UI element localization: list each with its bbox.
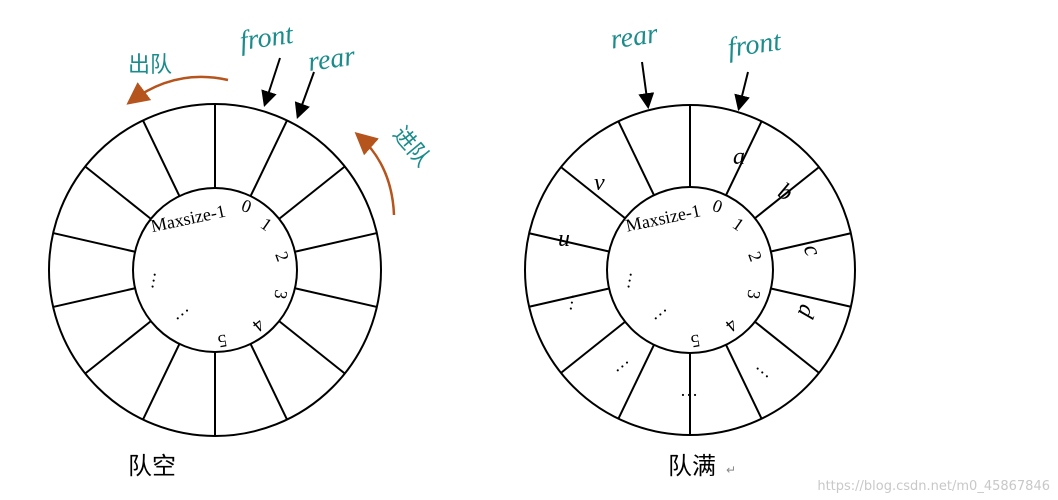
- cell-ellipsis-3: …: [680, 380, 698, 400]
- cell-divider: [528, 232, 610, 253]
- index-maxsize-1: Maxsize-1: [149, 201, 227, 236]
- index-4: 4: [722, 315, 742, 336]
- dequeue-label: 出队: [128, 53, 172, 78]
- enqueue-arrow: [354, 132, 396, 216]
- cell-divider: [84, 320, 152, 375]
- index-5: 5: [216, 330, 228, 351]
- cell-divider: [560, 320, 626, 374]
- cell-v: v: [594, 170, 605, 196]
- index-1: 1: [257, 214, 276, 236]
- cell-divider: [294, 287, 378, 308]
- full-queue-caption: 队满: [668, 452, 716, 480]
- cell-divider: [52, 287, 136, 308]
- index-2: 2: [271, 249, 293, 264]
- cell-divider: [770, 232, 852, 253]
- cell-divider: [52, 232, 136, 253]
- cell-dividers: [528, 105, 852, 435]
- front-pointer-label: front: [726, 26, 784, 64]
- front-pointer-label: front: [238, 19, 296, 57]
- cell-divider: [278, 320, 346, 375]
- cell-divider: [725, 120, 763, 196]
- inner-ellipsis-2: …: [166, 297, 193, 324]
- cell-divider: [617, 120, 655, 196]
- front-pointer-arrow: [261, 57, 281, 108]
- rear-pointer-label: rear: [609, 18, 660, 55]
- index-3: 3: [743, 288, 764, 300]
- index-0: 0: [239, 195, 254, 217]
- index-4: 4: [249, 315, 269, 336]
- caption-return-mark: ↵: [726, 463, 736, 477]
- rear-pointer-label: rear: [306, 41, 357, 78]
- index-3: 3: [270, 288, 291, 300]
- index-0: 0: [710, 195, 725, 217]
- index-2: 2: [744, 249, 766, 264]
- cell-divider: [142, 343, 181, 420]
- cell-d: d: [791, 301, 820, 322]
- index-1: 1: [729, 214, 748, 236]
- cell-ellipsis-2: …: [606, 349, 633, 376]
- cell-divider: [617, 344, 655, 420]
- cell-divider: [560, 166, 626, 220]
- cell-divider: [770, 287, 852, 308]
- cell-a: a: [733, 144, 745, 170]
- cell-divider: [528, 287, 610, 308]
- cell-divider: [278, 165, 346, 220]
- cell-divider: [294, 232, 378, 253]
- cell-divider: [249, 120, 288, 197]
- cell-divider: [142, 120, 181, 197]
- enqueue-label: 进队: [387, 122, 434, 172]
- full-queue-diagram: rear front a b c d u v … … … … … … Maxsi…: [524, 18, 856, 480]
- empty-queue-caption: 队空: [128, 452, 176, 480]
- index-5: 5: [689, 330, 701, 351]
- cell-ellipsis-1: …: [555, 291, 578, 312]
- cell-dividers: [52, 104, 378, 436]
- cell-divider: [249, 343, 288, 420]
- cell-u: u: [558, 226, 570, 252]
- index-maxsize-1: Maxsize-1: [624, 200, 702, 235]
- inner-ellipsis-1: …: [613, 269, 636, 290]
- front-pointer-arrow: [734, 71, 750, 112]
- watermark: https://blog.csdn.net/m0_45867846: [817, 479, 1050, 494]
- cell-divider: [84, 165, 152, 220]
- inner-ellipsis-1: …: [137, 269, 160, 290]
- inner-ellipsis-2: …: [644, 297, 671, 324]
- cell-b: b: [773, 178, 796, 207]
- dequeue-arrow: [126, 75, 229, 105]
- cell-divider: [754, 320, 820, 374]
- rear-pointer-arrow: [294, 71, 315, 120]
- cell-ellipsis-4: …: [752, 355, 779, 382]
- cell-divider: [754, 166, 820, 220]
- rear-pointer-arrow: [638, 61, 655, 110]
- cell-divider: [725, 344, 763, 420]
- empty-queue-diagram: 出队 进队 front rear Maxsize-1 0 1 2 3 4 5 ……: [48, 19, 435, 480]
